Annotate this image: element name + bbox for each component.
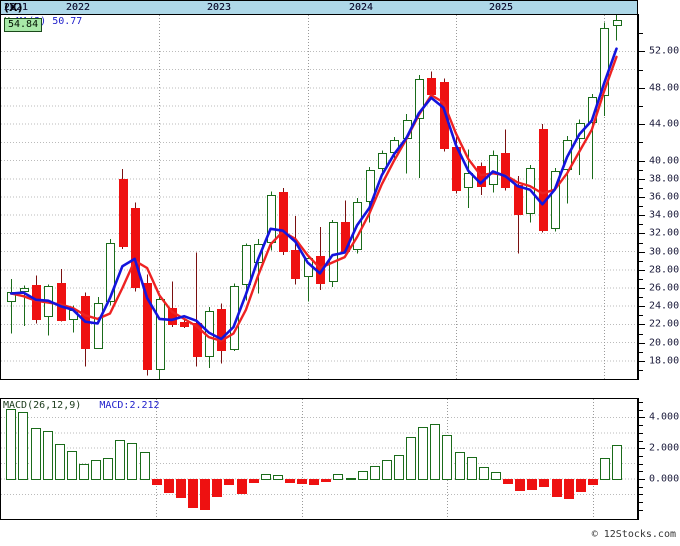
price-axis-label: 48.00 [649,82,680,94]
price-axis-minor-tick [639,242,643,244]
macd-axis-tick [639,479,645,480]
price-axis-label: 22.00 [649,318,680,330]
macd-axis-minor-tick [639,440,643,442]
macd-axis-label: 4.000 [649,411,680,423]
price-axis-minor-tick [639,69,643,71]
price-axis-minor-tick [639,106,643,107]
price-axis-minor-tick [639,278,643,280]
price-axis-label: 24.00 [649,300,680,312]
price-axis-label: 32.00 [649,227,680,239]
price-axis-label: 26.00 [649,282,680,294]
price-axis-minor-tick [639,351,643,353]
price-axis-tick [639,269,645,271]
price-axis-label: 52.00 [649,45,680,57]
macd-axis-tick [639,448,645,450]
price-axis-label: 28.00 [649,264,680,276]
x-axis-year-label: 2021 [4,2,29,13]
price-axis-tick [639,87,645,89]
macd-legend: MACD(26,12,9) MACD:2.212 [3,400,160,411]
macd-axis-minor-tick [639,486,643,488]
price-axis-tick [639,324,645,326]
macd-axis-minor-tick [639,425,643,427]
price-axis-tick [639,306,645,308]
price-axis-label: 40.00 [649,155,680,167]
price-axis-label: 18.00 [649,355,680,367]
price-axis-minor-tick [639,369,643,371]
macd-plot-svg [1,399,637,519]
price-axis-tick [639,342,645,344]
price-plot-svg [1,15,637,379]
price-axis-tick [639,251,645,253]
legend-macd-name: MACD(26,12,9) [3,400,82,411]
price-axis-label: 44.00 [649,118,680,130]
price-axis-tick [639,124,645,126]
macd-axis-minor-tick [639,455,643,457]
price-axis-minor-tick [639,33,643,35]
x-axis-year-label: 2022 [66,2,91,13]
price-axis-label: 36.00 [649,191,680,203]
x-axis-year-label: 2022 [66,2,91,13]
x-axis-year-label: 2024 [349,2,374,13]
price-axis-label: 38.00 [649,173,680,185]
macd-axis-minor-tick [639,502,643,504]
price-axis-minor-tick [639,206,643,208]
price-axis-tick [639,233,645,235]
price-axis-tick [639,160,645,162]
macd-axis-label: 2.000 [649,442,680,454]
x-axis-year-label: 2023 [207,2,232,13]
price-axis-minor-tick [639,142,643,144]
legend-macd-value: MACD:2.212 [99,400,160,411]
macd-y-axis: 4.000 2.000 0.000 [638,398,680,520]
last-price-badge: 54.84 [4,17,43,32]
price-axis-minor-tick [639,224,643,226]
legend-ma-value: 50.77 [52,16,83,27]
macd-axis-minor-tick [639,509,643,511]
x-axis-year-label: 2023 [207,2,232,13]
price-axis-tick [639,197,645,198]
price-axis-tick [639,288,645,289]
price-chart-panel[interactable] [0,14,638,380]
macd-axis-minor-tick [639,402,643,404]
price-axis-minor-tick [639,297,643,299]
page-title: (X) [4,1,23,14]
price-axis-tick [639,360,645,362]
price-axis-minor-tick [639,169,643,171]
price-axis-minor-tick [639,333,643,335]
x-axis-year-label: 2024 [349,2,374,13]
price-axis-label: 34.00 [649,209,680,221]
price-y-axis: 52.00 48.00 44.00 40.00 38.00 36.00 34.00 32.00… [638,14,680,380]
macd-axis-minor-tick [639,471,643,473]
x-axis-year-label: 2025 [489,2,514,13]
price-axis-tick [639,178,645,180]
macd-axis-tick [639,417,645,419]
x-axis-year-label: 2021 [4,2,29,13]
price-axis-minor-tick [639,260,643,262]
macd-axis-minor-tick [639,432,643,434]
price-axis-minor-tick [639,315,643,317]
copyright-footer: © 12Stocks.com [591,529,676,540]
price-axis-minor-tick [639,187,643,189]
macd-axis-minor-tick [639,409,643,411]
macd-axis-minor-tick [639,463,643,465]
x-axis-year-label: 2025 [489,2,514,13]
price-axis-label: 30.00 [649,246,680,258]
macd-chart-panel[interactable] [0,398,638,520]
price-axis-tick [639,51,645,53]
macd-axis-label: 0.000 [649,473,680,485]
macd-axis-minor-tick [639,494,643,496]
price-axis-tick [639,215,645,217]
price-axis-label: 20.00 [649,337,680,349]
